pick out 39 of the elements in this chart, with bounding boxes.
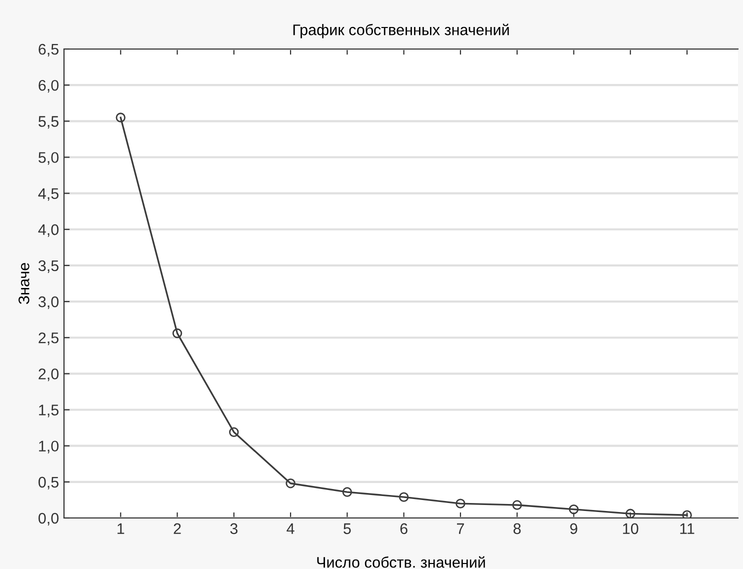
point — [682, 510, 692, 518]
point — [398, 492, 409, 502]
point — [342, 487, 352, 497]
point — [286, 478, 296, 488]
x-tick-label: 2 — [174, 523, 181, 534]
point — [172, 328, 182, 338]
x-tick-label: 3 — [230, 523, 238, 534]
point — [456, 498, 466, 508]
point — [116, 112, 126, 122]
y-tick-label: 6,5 — [38, 44, 58, 56]
x-tick-label: 10 — [623, 523, 638, 534]
y-tick-label: 1,5 — [39, 404, 58, 418]
x-tick-label: 11 — [680, 523, 694, 534]
x-tick-label: 8 — [514, 523, 521, 534]
y-tick-label: 3,0 — [38, 296, 59, 310]
point — [512, 500, 522, 510]
x-tick-label: 5 — [344, 523, 351, 534]
y-tick-label: 3,5 — [38, 260, 58, 273]
x-tick-label: 9 — [570, 523, 578, 534]
y-tick-label: 0,5 — [38, 476, 58, 490]
y-tick-label: 0,0 — [38, 512, 59, 526]
x-tick-label: 6 — [400, 523, 408, 534]
y-tick-label: 2,5 — [38, 332, 58, 346]
y-tick-label: 4,0 — [38, 224, 59, 237]
x-axis-title: Число собств. значений — [317, 556, 485, 568]
point — [568, 504, 579, 514]
x-tick-label: 7 — [457, 523, 464, 534]
x-tick-label: 1 — [118, 523, 124, 534]
y-tick-label: 6,0 — [38, 80, 59, 93]
point — [626, 508, 636, 518]
x-tick-label: 4 — [286, 523, 294, 534]
point — [229, 427, 239, 437]
y-tick-label: 2,0 — [38, 368, 59, 382]
chart-title: График собственных значений — [293, 24, 509, 38]
y-axis-title: Значе — [18, 263, 30, 304]
y-tick-label: 4,5 — [38, 188, 58, 201]
y-tick-label: 1,0 — [39, 440, 59, 454]
y-tick-label: 5,5 — [38, 116, 58, 129]
y-tick-label: 5,0 — [38, 152, 59, 165]
